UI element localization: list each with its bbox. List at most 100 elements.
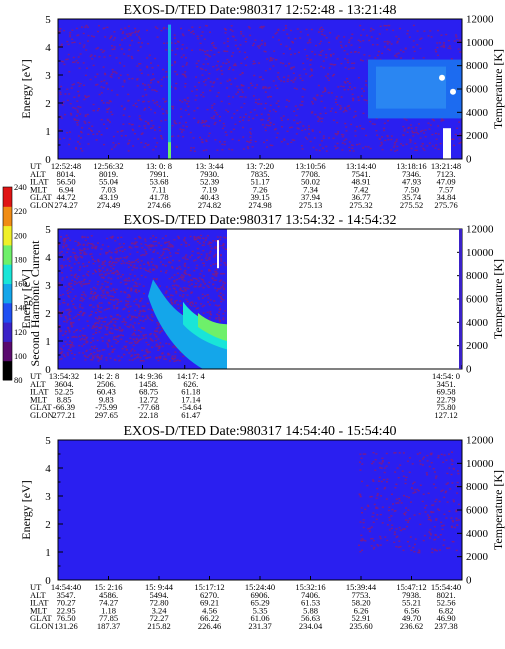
- speckle: [375, 518, 378, 520]
- speckle: [394, 142, 397, 144]
- speckle: [112, 267, 115, 270]
- speckle: [212, 240, 215, 242]
- speckle: [122, 123, 125, 125]
- speckle: [220, 70, 223, 72]
- speckle: [202, 275, 205, 277]
- speckle: [255, 114, 258, 116]
- speckle: [194, 99, 197, 101]
- speckle: [437, 29, 439, 32]
- speckle: [142, 309, 145, 311]
- speckle: [195, 62, 198, 65]
- speckle: [69, 31, 72, 34]
- speckle: [456, 127, 459, 129]
- speckle: [182, 257, 185, 259]
- speckle: [396, 42, 399, 44]
- speckle: [100, 92, 103, 94]
- speckle: [303, 88, 306, 91]
- speckle: [155, 245, 158, 247]
- speckle: [62, 254, 65, 256]
- speckle: [385, 452, 388, 455]
- speckle: [153, 278, 155, 280]
- speckle: [112, 261, 115, 263]
- table-cell: 275.13: [299, 200, 322, 210]
- speckle: [211, 85, 214, 88]
- speckle: [320, 120, 323, 123]
- speckle: [383, 46, 386, 48]
- speckle: [75, 148, 78, 150]
- speckle: [197, 280, 200, 282]
- speckle: [87, 133, 90, 135]
- speckle: [222, 243, 225, 245]
- speckle: [139, 267, 142, 269]
- speckle: [123, 81, 126, 83]
- speckle: [218, 308, 221, 310]
- speckle: [227, 111, 230, 113]
- speckle: [174, 357, 177, 359]
- speckle: [383, 478, 385, 481]
- speckle: [120, 300, 123, 302]
- speckle: [247, 26, 250, 28]
- speckle: [248, 141, 251, 143]
- speckle: [311, 74, 313, 77]
- speckle: [137, 356, 139, 358]
- speckle: [148, 264, 150, 266]
- speckle: [209, 265, 212, 267]
- speckle: [273, 50, 276, 52]
- speckle: [219, 258, 222, 260]
- speckle: [147, 100, 150, 103]
- speckle: [117, 355, 120, 357]
- speckle: [168, 278, 171, 280]
- speckle: [359, 494, 362, 496]
- speckle: [412, 40, 415, 42]
- speckle: [71, 343, 74, 345]
- colorbar-tick-label: 180: [14, 254, 27, 264]
- speckle: [301, 100, 304, 103]
- speckle: [160, 136, 163, 138]
- speckle: [195, 238, 198, 241]
- speckle: [155, 236, 158, 239]
- speckle: [94, 271, 97, 273]
- speckle: [310, 68, 313, 70]
- speckle: [97, 258, 100, 261]
- speckle: [58, 328, 61, 330]
- speckle: [341, 136, 344, 138]
- speckle: [161, 253, 164, 255]
- speckle: [85, 96, 87, 99]
- speckle: [99, 253, 102, 255]
- speckle: [129, 34, 132, 37]
- speckle: [448, 45, 451, 47]
- speckle: [320, 65, 323, 68]
- speckle: [150, 62, 152, 64]
- speckle: [111, 235, 114, 238]
- speckle: [434, 534, 437, 536]
- speckle: [195, 302, 197, 304]
- speckle: [70, 345, 73, 347]
- speckle: [278, 78, 281, 80]
- speckle: [337, 86, 340, 88]
- speckle: [181, 44, 184, 46]
- speckle: [319, 40, 322, 43]
- speckle: [103, 349, 106, 351]
- speckle: [148, 106, 151, 108]
- speckle: [72, 107, 75, 109]
- speckle: [120, 135, 123, 137]
- table-cell: 22.79: [436, 394, 455, 404]
- speckle: [76, 115, 78, 117]
- speckle: [192, 33, 195, 35]
- speckle: [185, 64, 188, 66]
- speckle: [405, 476, 408, 478]
- speckle: [433, 119, 435, 122]
- speckle: [435, 138, 438, 140]
- speckle: [180, 243, 183, 246]
- speckle: [402, 51, 405, 53]
- speckle: [162, 76, 165, 78]
- speckle: [214, 253, 217, 256]
- speckle: [205, 125, 208, 127]
- table-cell: 14: 9:36: [134, 371, 162, 381]
- speckle: [110, 345, 113, 347]
- y2-tick-label: 10000: [466, 37, 494, 49]
- speckle: [406, 541, 409, 543]
- speckle: [113, 48, 116, 50]
- speckle: [91, 359, 94, 361]
- speckle: [255, 99, 258, 101]
